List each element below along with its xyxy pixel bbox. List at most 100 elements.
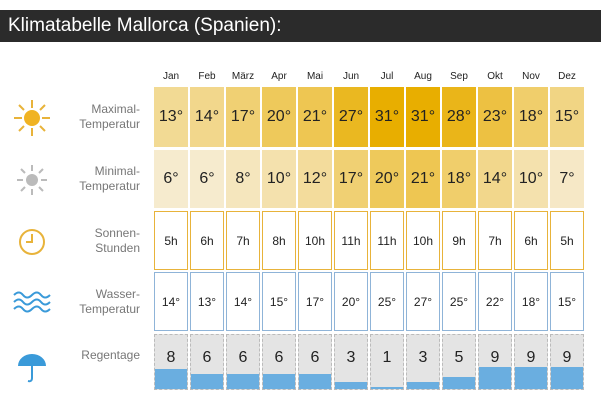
water-cell: 13° — [190, 272, 224, 331]
row-label-line: Temperatur — [79, 179, 140, 193]
temperature-cell: 31° — [406, 87, 440, 147]
month-label: Jun — [342, 71, 360, 82]
row-label-line: Minimal- — [94, 164, 140, 178]
month-label: Apr — [271, 71, 287, 82]
temperature-cell: 20° — [262, 87, 296, 147]
rain-cell: 3 — [334, 334, 368, 390]
sunshine-cell: 5h — [154, 211, 188, 270]
water-cell: 14° — [154, 272, 188, 331]
sunshine-cell: 11h — [334, 211, 368, 270]
sun-icon — [14, 100, 50, 136]
rain-bar — [407, 381, 439, 389]
rain-bar — [479, 366, 511, 389]
temperature-cell: 18° — [514, 87, 548, 147]
temperature-cell: 21° — [406, 150, 440, 208]
rain-cell: 6 — [190, 334, 224, 390]
rain-value: 6 — [310, 349, 320, 366]
water-cell: 15° — [262, 272, 296, 331]
rain-bar — [443, 376, 475, 389]
month-label: Okt — [487, 71, 503, 82]
temperature-cell: 21° — [298, 87, 332, 147]
rain-value: 8 — [166, 349, 176, 366]
row-label-line: Temperatur — [79, 301, 140, 316]
row-label-line: Maximal- — [91, 102, 140, 116]
sunshine-cell: 5h — [550, 211, 584, 270]
row-label: Sonnen- Stunden — [60, 226, 140, 256]
temperature-cell: 13° — [154, 87, 188, 147]
rain-bar — [299, 374, 331, 389]
rain-bar — [515, 366, 547, 389]
sunshine-cell: 7h — [478, 211, 512, 270]
rain-value: 1 — [382, 349, 392, 366]
water-cell: 25° — [370, 272, 404, 331]
rain-value: 6 — [202, 349, 212, 366]
water-cell: 15° — [550, 272, 584, 331]
temperature-cell: 20° — [370, 150, 404, 208]
water-cell: 22° — [478, 272, 512, 331]
rain-bar — [371, 386, 403, 389]
month-label: Feb — [198, 71, 216, 82]
month-label: Mai — [306, 71, 324, 82]
rain-value: 3 — [418, 349, 428, 366]
water-cell: 17° — [298, 272, 332, 331]
rain-cell: 5 — [442, 334, 476, 390]
row-label: Maximal- Temperatur — [60, 102, 140, 132]
rain-cell: 8 — [154, 334, 188, 390]
rain-cell: 1 — [370, 334, 404, 390]
rain-cell: 9 — [478, 334, 512, 390]
row-label: Minimal- Temperatur — [60, 164, 140, 194]
water-icon — [13, 291, 51, 313]
row-label: Wasser- Temperatur — [60, 287, 140, 317]
rain-cell: 3 — [406, 334, 440, 390]
row-label-line: Stunden — [95, 240, 140, 255]
month-label: Dez — [558, 71, 576, 82]
sunshine-cell: 7h — [226, 211, 260, 270]
sunshine-cell: 10h — [406, 211, 440, 270]
temperature-cell: 6° — [190, 150, 224, 208]
rain-bar — [263, 374, 295, 389]
water-cell: 27° — [406, 272, 440, 331]
temperature-cell: 17° — [334, 150, 368, 208]
rain-cell: 9 — [514, 334, 548, 390]
month-label: März — [231, 71, 255, 82]
rain-value: 5 — [454, 349, 464, 366]
temperature-cell: 14° — [190, 87, 224, 147]
clock-icon — [19, 229, 45, 255]
rain-cell: 6 — [262, 334, 296, 390]
rain-cell: 9 — [550, 334, 584, 390]
sunshine-cell: 8h — [262, 211, 296, 270]
sunshine-cell: 6h — [514, 211, 548, 270]
rain-value: 9 — [562, 349, 572, 366]
month-label: Jul — [380, 71, 394, 82]
row-label-line: Sonnen- — [94, 225, 140, 240]
rain-bar — [155, 369, 187, 389]
month-label: Aug — [414, 71, 432, 82]
water-cell: 18° — [514, 272, 548, 331]
rain-cell: 6 — [298, 334, 332, 390]
temperature-cell: 27° — [334, 87, 368, 147]
water-cell: 14° — [226, 272, 260, 331]
month-label: Nov — [522, 71, 540, 82]
temperature-cell: 23° — [478, 87, 512, 147]
rain-value: 6 — [238, 349, 248, 366]
rain-bar — [227, 374, 259, 389]
temperature-cell: 28° — [442, 87, 476, 147]
temperature-cell: 31° — [370, 87, 404, 147]
month-label: Jan — [162, 71, 180, 82]
temperature-cell: 18° — [442, 150, 476, 208]
rain-value: 6 — [274, 349, 284, 366]
sunshine-cell: 6h — [190, 211, 224, 270]
sunshine-cell: 9h — [442, 211, 476, 270]
rain-value: 9 — [490, 349, 500, 366]
rain-value: 3 — [346, 349, 356, 366]
title: Klimatabelle Mallorca (Spanien): — [0, 10, 601, 42]
row-label-line: Regentage — [81, 348, 140, 362]
rain-bar — [551, 366, 583, 389]
temperature-cell: 12° — [298, 150, 332, 208]
umbrella-icon — [18, 354, 46, 383]
temperature-cell: 10° — [262, 150, 296, 208]
temperature-cell: 6° — [154, 150, 188, 208]
temperature-cell: 15° — [550, 87, 584, 147]
temperature-cell: 10° — [514, 150, 548, 208]
rain-bar — [335, 381, 367, 389]
